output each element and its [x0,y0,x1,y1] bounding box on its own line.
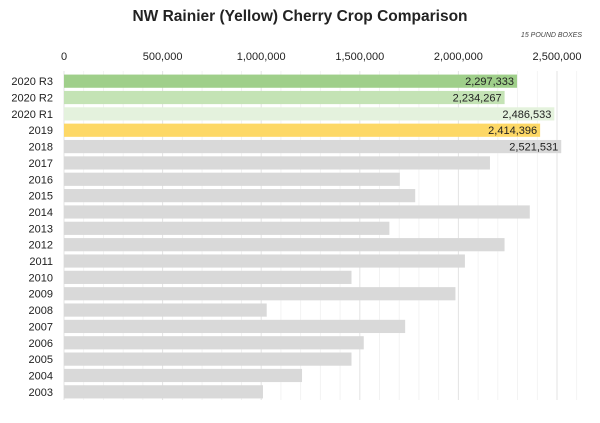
category-label: 2007 [29,321,53,333]
bar [64,287,456,301]
bar [64,156,490,170]
bar [64,352,352,366]
bar [64,172,400,186]
data-label: 2,486,533 [502,109,551,121]
category-label: 2011 [29,256,53,268]
bar [64,107,555,121]
category-label: 2019 [29,125,53,137]
x-tick-label: 2,500,000 [533,51,582,63]
x-tick-label: 1,500,000 [335,51,384,63]
bar [64,123,541,137]
category-label: 2005 [29,354,53,366]
category-label: 2017 [29,158,53,170]
category-label: 2014 [29,207,53,219]
category-label: 2004 [29,370,53,382]
data-label: 2,297,333 [465,76,514,88]
category-label: 2020 R1 [11,109,53,121]
category-label: 2015 [29,191,53,203]
x-tick-label: 2,000,000 [434,51,483,63]
bar [64,238,505,252]
chart-title: NW Rainier (Yellow) Cherry Crop Comparis… [132,8,468,25]
units-note: 15 POUND BOXES [520,32,582,39]
category-label: 2010 [29,272,53,284]
bar [64,205,530,219]
bar [64,270,352,284]
x-tick-label: 0 [61,51,67,63]
data-label: 2,414,396 [488,125,537,137]
bar [64,254,465,268]
bar [64,303,267,317]
category-label: 2020 R2 [11,93,53,105]
bar [64,368,303,383]
x-tick-label: 1,000,000 [237,51,286,63]
bar [64,189,416,203]
x-tick-label: 500,000 [143,51,183,63]
bar [64,139,562,154]
category-label: 2020 R3 [11,76,53,88]
category-label: 2006 [29,338,53,350]
bar [64,385,263,399]
category-label: 2009 [29,289,53,301]
category-label: 2012 [29,240,53,252]
category-label: 2003 [29,387,53,399]
data-label: 2,521,531 [509,142,558,154]
category-label: 2018 [29,142,53,154]
data-label: 2,234,267 [453,93,502,105]
bar [64,319,406,334]
category-label: 2013 [29,223,53,235]
bar [64,336,364,350]
category-label: 2008 [29,305,53,317]
bar [64,90,505,105]
category-label: 2016 [29,174,53,186]
bar [64,221,390,235]
bar [64,74,518,88]
